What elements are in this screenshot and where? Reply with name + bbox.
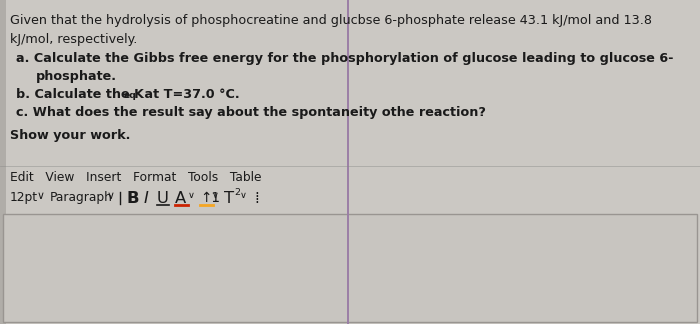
Text: 12pt: 12pt (10, 191, 38, 204)
Text: ↑1: ↑1 (200, 191, 220, 205)
Text: Paragraph: Paragraph (50, 191, 113, 204)
Text: kJ/mol, respectively.: kJ/mol, respectively. (10, 33, 137, 46)
Text: b. Calculate the K: b. Calculate the K (16, 88, 144, 101)
Text: eq: eq (124, 91, 137, 100)
Text: ∨: ∨ (188, 191, 195, 200)
Text: A: A (175, 191, 186, 206)
Text: phosphate.: phosphate. (36, 70, 117, 83)
Text: Show your work.: Show your work. (10, 129, 130, 142)
Text: 2: 2 (234, 188, 240, 197)
Bar (0, 0, 6, 324)
Text: Given that the hydrolysis of phosphocreatine and gluc​bse 6-phosphate release 43: Given that the hydrolysis of phosphocrea… (10, 14, 652, 27)
Text: ∨: ∨ (240, 191, 247, 200)
Text: ∨: ∨ (212, 191, 219, 200)
Text: B: B (127, 191, 139, 206)
Text: ∨: ∨ (107, 191, 115, 201)
Bar (3, 214, 697, 322)
Text: Edit   View   Insert   Format   Tools   Table: Edit View Insert Format Tools Table (10, 171, 262, 184)
Text: I: I (144, 191, 149, 206)
Text: ∨: ∨ (37, 191, 45, 201)
Text: at T=37.0 °C.: at T=37.0 °C. (140, 88, 239, 101)
Text: U: U (157, 191, 169, 206)
Text: T: T (224, 191, 234, 206)
Text: c. What does the result say about the spontaneity o​the reaction?: c. What does the result say about the sp… (16, 106, 486, 119)
Text: ⁞: ⁞ (254, 191, 259, 206)
Text: a. Calculate the Gibbs free energy for the phosphory​lation of glucose leading t: a. Calculate the Gibbs free energy for t… (16, 52, 673, 65)
